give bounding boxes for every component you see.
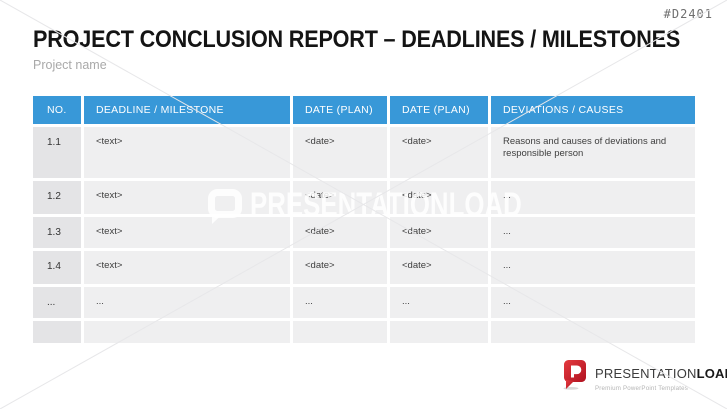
table-cell: ... <box>390 287 488 318</box>
page-subtitle: Project name <box>33 58 107 72</box>
brand-text: PRESENTATIONLOAD® Premium PowerPoint Tem… <box>595 360 727 392</box>
page-title: PROJECT CONCLUSION REPORT – DEADLINES / … <box>33 26 681 53</box>
table-cell: <text> <box>84 181 290 214</box>
column-header-deviations-causes: DEVIATIONS / CAUSES <box>491 96 695 124</box>
table-cell: <text> <box>84 127 290 178</box>
milestones-table: NO. DEADLINE / MILESTONE DATE (PLAN) DAT… <box>33 96 695 343</box>
table-cell: ... <box>491 287 695 318</box>
brand-name: PRESENTATIONLOAD® <box>595 366 727 381</box>
product-code: #D2401 <box>663 7 713 21</box>
table-cell: <date> <box>293 127 387 178</box>
table-cell: <date> <box>390 251 488 284</box>
presentationload-logo: PRESENTATIONLOAD® Premium PowerPoint Tem… <box>562 360 727 395</box>
table-cell: ... <box>491 181 695 214</box>
table-cell <box>84 321 290 343</box>
table-cell: <text> <box>84 217 290 248</box>
table-cell: ... <box>33 287 81 318</box>
table-cell <box>390 321 488 343</box>
table-cell: ... <box>491 251 695 284</box>
column-header-no: NO. <box>33 96 81 124</box>
table-cell: Reasons and causes of deviations and res… <box>491 127 695 178</box>
table-cell: ... <box>491 217 695 248</box>
table-cell: <date> <box>293 251 387 284</box>
table-cell: ... <box>293 287 387 318</box>
table-cell: 1.4 <box>33 251 81 284</box>
column-header-date-plan-2: DATE (PLAN) <box>390 96 488 124</box>
table-cell: <text> <box>84 251 290 284</box>
table-cell: 1.1 <box>33 127 81 178</box>
table-cell: <date> <box>390 127 488 178</box>
table-cell: <date> <box>293 217 387 248</box>
table-cell: <date> <box>293 181 387 214</box>
column-header-deadline-milestone: DEADLINE / MILESTONE <box>84 96 290 124</box>
brand-tagline: Premium PowerPoint Templates <box>595 385 689 392</box>
table-cell <box>293 321 387 343</box>
table-cell <box>33 321 81 343</box>
table-cell <box>491 321 695 343</box>
table-cell: ... <box>84 287 290 318</box>
column-header-date-plan-1: DATE (PLAN) <box>293 96 387 124</box>
table-cell: <date> <box>390 217 488 248</box>
table-cell: 1.2 <box>33 181 81 214</box>
table-cell: 1.3 <box>33 217 81 248</box>
table-cell: <date> <box>390 181 488 214</box>
presentationload-p-icon <box>562 360 588 395</box>
